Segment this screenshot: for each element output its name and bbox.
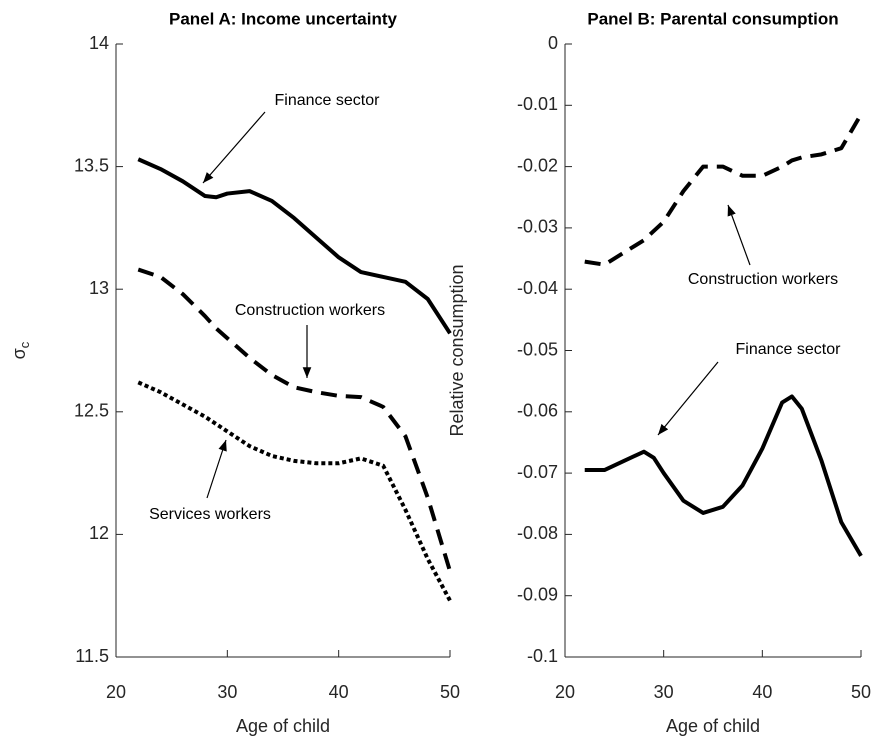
y-tick-label: -0.09 bbox=[517, 584, 558, 604]
x-tick-label: 50 bbox=[851, 682, 871, 702]
annotation-arrow bbox=[202, 111, 266, 184]
y-axis-label-subscript: c bbox=[17, 341, 32, 348]
series-line bbox=[137, 380, 452, 602]
annotation-arrow bbox=[657, 361, 719, 436]
y-tick-label: -0.05 bbox=[517, 339, 558, 359]
chart-title: Panel B: Parental consumption bbox=[587, 9, 838, 28]
series-line bbox=[137, 157, 452, 335]
series-line bbox=[584, 113, 863, 267]
annotation-arrow bbox=[206, 439, 227, 499]
x-tick-label: 20 bbox=[555, 682, 575, 702]
y-axis-label-symbol: σ bbox=[9, 348, 29, 359]
x-tick-label: 40 bbox=[752, 682, 772, 702]
y-axis-label: Relative consumption bbox=[447, 264, 467, 436]
y-tick-label: -0.01 bbox=[517, 94, 558, 114]
y-tick-label: -0.03 bbox=[517, 217, 558, 237]
x-tick-label: 30 bbox=[217, 682, 237, 702]
x-tick-label: 30 bbox=[654, 682, 674, 702]
y-axis-label-symbol: Relative consumption bbox=[447, 264, 467, 436]
y-tick-label: 12 bbox=[89, 523, 109, 543]
x-axis-label: Age of child bbox=[666, 716, 760, 736]
x-tick-label: 20 bbox=[106, 682, 126, 702]
y-tick-label: -0.08 bbox=[517, 523, 558, 543]
x-axis-label: Age of child bbox=[236, 716, 330, 736]
y-tick-label: -0.02 bbox=[517, 155, 558, 175]
series-annotation: Construction workers bbox=[688, 271, 838, 288]
y-tick-label: -0.1 bbox=[527, 646, 558, 666]
series-annotation: Finance sector bbox=[736, 341, 842, 358]
y-tick-label: -0.04 bbox=[517, 278, 558, 298]
x-tick-label: 40 bbox=[329, 682, 349, 702]
y-tick-label: 0 bbox=[548, 33, 558, 53]
chart-title: Panel A: Income uncertainty bbox=[169, 9, 398, 28]
annotation-arrow bbox=[727, 204, 751, 266]
y-tick-label: 13.5 bbox=[74, 155, 109, 175]
y-axis-label: σc bbox=[9, 341, 33, 359]
series-line bbox=[584, 394, 863, 557]
series-annotation: Finance sector bbox=[275, 92, 381, 109]
y-tick-label: -0.07 bbox=[517, 462, 558, 482]
y-tick-label: 13 bbox=[89, 278, 109, 298]
series-line bbox=[137, 267, 452, 572]
x-tick-label: 50 bbox=[440, 682, 460, 702]
y-tick-label: 11.5 bbox=[75, 646, 109, 666]
y-tick-label: 12.5 bbox=[74, 401, 109, 421]
y-tick-label: -0.06 bbox=[517, 401, 558, 421]
series-annotation: Services workers bbox=[149, 506, 271, 523]
series-annotation: Construction workers bbox=[235, 302, 385, 319]
y-tick-label: 14 bbox=[89, 33, 109, 53]
